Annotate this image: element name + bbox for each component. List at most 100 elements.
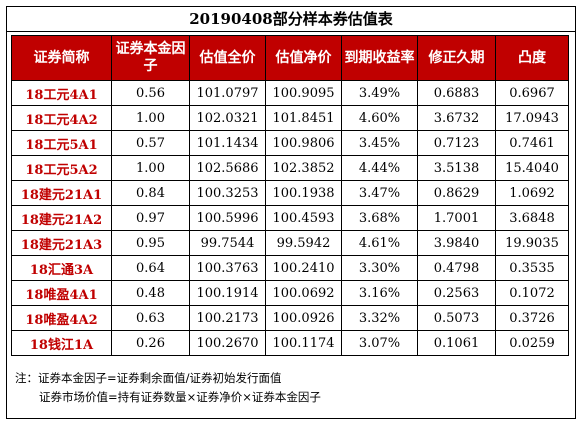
cell-convexity: 17.0943 [495, 105, 569, 131]
cell-yield: 4.61% [341, 230, 418, 256]
cell-security-name: 18工元5A1 [11, 130, 112, 156]
cell-convexity: 1.0692 [495, 180, 569, 206]
cell-security-name: 18工元4A2 [11, 105, 112, 131]
cell-full-price: 101.1434 [189, 130, 266, 156]
cell-yield: 3.45% [341, 130, 418, 156]
table-row: 18工元5A1 0.57 101.1434 100.9806 3.45% 0.7123 0.… [11, 130, 569, 156]
footnote: 注：证券本金因子=证券剩余面值/证券初始发行面值 证券市场价值=持有证券数量×证… [15, 369, 571, 407]
cell-modified-duration: 0.8629 [417, 180, 496, 206]
cell-security-name: 18建元21A3 [11, 230, 112, 256]
header-yield: 到期收益率 [341, 35, 418, 81]
cell-convexity: 0.0259 [495, 330, 569, 356]
table-row: 18工元5A2 1.00 102.5686 102.3852 4.44% 3.5138 15… [11, 155, 569, 181]
cell-modified-duration: 3.5138 [417, 155, 496, 181]
header-security-name: 证券简称 [11, 35, 112, 81]
cell-principal-factor: 0.63 [111, 305, 190, 331]
cell-yield: 3.32% [341, 305, 418, 331]
cell-net-price: 101.8451 [265, 105, 342, 131]
header-convexity: 凸度 [495, 35, 569, 81]
cell-yield: 4.60% [341, 105, 418, 131]
cell-yield: 3.49% [341, 80, 418, 106]
cell-modified-duration: 0.5073 [417, 305, 496, 331]
cell-net-price: 100.0926 [265, 305, 342, 331]
cell-yield: 4.44% [341, 155, 418, 181]
cell-full-price: 102.0321 [189, 105, 266, 131]
cell-full-price: 100.3763 [189, 255, 266, 281]
cell-principal-factor: 0.64 [111, 255, 190, 281]
header-modified-duration: 修正久期 [417, 35, 496, 81]
cell-full-price: 101.0797 [189, 80, 266, 106]
cell-net-price: 99.5942 [265, 230, 342, 256]
cell-security-name: 18工元4A1 [11, 80, 112, 106]
cell-convexity: 0.7461 [495, 130, 569, 156]
cell-net-price: 100.9806 [265, 130, 342, 156]
valuation-table: 证券简称 证券本金因子 估值全价 估值净价 到期收益率 修正久期 凸度 18工元… [11, 35, 569, 356]
footnote-line-2: 证券市场价值=持有证券数量×证券净价×证券本金因子 [39, 390, 321, 404]
cell-security-name: 18建元21A1 [11, 180, 112, 206]
table-row: 18钱江1A 0.26 100.2670 100.1174 3.07% 0.1061 0.0… [11, 330, 569, 356]
cell-convexity: 3.6848 [495, 205, 569, 231]
cell-principal-factor: 0.97 [111, 205, 190, 231]
cell-principal-factor: 0.26 [111, 330, 190, 356]
header-principal-factor: 证券本金因子 [111, 35, 190, 81]
table-title: 20190408部分样本券估值表 [7, 7, 575, 32]
cell-full-price: 100.2173 [189, 305, 266, 331]
cell-convexity: 0.6967 [495, 80, 569, 106]
cell-modified-duration: 3.9840 [417, 230, 496, 256]
cell-full-price: 100.1914 [189, 280, 266, 306]
cell-yield: 3.68% [341, 205, 418, 231]
cell-modified-duration: 0.1061 [417, 330, 496, 356]
cell-principal-factor: 0.84 [111, 180, 190, 206]
cell-yield: 3.16% [341, 280, 418, 306]
cell-full-price: 100.5996 [189, 205, 266, 231]
table-row: 18汇通3A 0.64 100.3763 100.2410 3.30% 0.4798 0.3… [11, 255, 569, 281]
table-row: 18建元21A2 0.97 100.5996 100.4593 3.68% 1.7001 3… [11, 205, 569, 231]
cell-yield: 3.07% [341, 330, 418, 356]
cell-security-name: 18工元5A2 [11, 155, 112, 181]
cell-security-name: 18唯盈4A1 [11, 280, 112, 306]
cell-security-name: 18汇通3A [11, 255, 112, 281]
cell-net-price: 100.1938 [265, 180, 342, 206]
cell-net-price: 100.9095 [265, 80, 342, 106]
cell-yield: 3.47% [341, 180, 418, 206]
cell-modified-duration: 0.7123 [417, 130, 496, 156]
cell-convexity: 19.9035 [495, 230, 569, 256]
cell-full-price: 99.7544 [189, 230, 266, 256]
footnote-line-1: 注：证券本金因子=证券剩余面值/证券初始发行面值 [15, 371, 282, 385]
cell-principal-factor: 0.57 [111, 130, 190, 156]
header-full-price: 估值全价 [189, 35, 266, 81]
table-row: 18唯盈4A1 0.48 100.1914 100.0692 3.16% 0.2563 0.… [11, 280, 569, 306]
cell-security-name: 18建元21A2 [11, 205, 112, 231]
table-row: 18工元4A2 1.00 102.0321 101.8451 4.60% 3.6732 17… [11, 105, 569, 131]
cell-convexity: 0.3726 [495, 305, 569, 331]
cell-principal-factor: 0.95 [111, 230, 190, 256]
cell-yield: 3.30% [341, 255, 418, 281]
cell-principal-factor: 0.56 [111, 80, 190, 106]
cell-full-price: 102.5686 [189, 155, 266, 181]
cell-net-price: 100.2410 [265, 255, 342, 281]
cell-modified-duration: 0.6883 [417, 80, 496, 106]
cell-convexity: 0.3535 [495, 255, 569, 281]
table-row: 18建元21A1 0.84 100.3253 100.1938 3.47% 0.8629 1… [11, 180, 569, 206]
cell-principal-factor: 0.48 [111, 280, 190, 306]
cell-convexity: 0.1072 [495, 280, 569, 306]
cell-modified-duration: 1.7001 [417, 205, 496, 231]
cell-security-name: 18钱江1A [11, 330, 112, 356]
table-body: 18工元4A1 0.56 101.0797 100.9095 3.49% 0.6883 0.… [11, 80, 569, 356]
valuation-table-frame: 20190408部分样本券估值表 证券简称 证券本金因子 估值全价 估值净价 到… [6, 6, 576, 419]
header-row: 证券简称 证券本金因子 估值全价 估值净价 到期收益率 修正久期 凸度 [11, 35, 569, 81]
cell-net-price: 100.1174 [265, 330, 342, 356]
cell-full-price: 100.3253 [189, 180, 266, 206]
cell-security-name: 18唯盈4A2 [11, 305, 112, 331]
cell-net-price: 102.3852 [265, 155, 342, 181]
cell-modified-duration: 0.4798 [417, 255, 496, 281]
cell-principal-factor: 1.00 [111, 155, 190, 181]
table-row: 18工元4A1 0.56 101.0797 100.9095 3.49% 0.6883 0.… [11, 80, 569, 106]
cell-net-price: 100.4593 [265, 205, 342, 231]
cell-net-price: 100.0692 [265, 280, 342, 306]
cell-convexity: 15.4040 [495, 155, 569, 181]
table-row: 18建元21A3 0.95 99.7544 99.5942 4.61% 3.9840 19.… [11, 230, 569, 256]
cell-modified-duration: 3.6732 [417, 105, 496, 131]
table-row: 18唯盈4A2 0.63 100.2173 100.0926 3.32% 0.5073 0.… [11, 305, 569, 331]
cell-principal-factor: 1.00 [111, 105, 190, 131]
